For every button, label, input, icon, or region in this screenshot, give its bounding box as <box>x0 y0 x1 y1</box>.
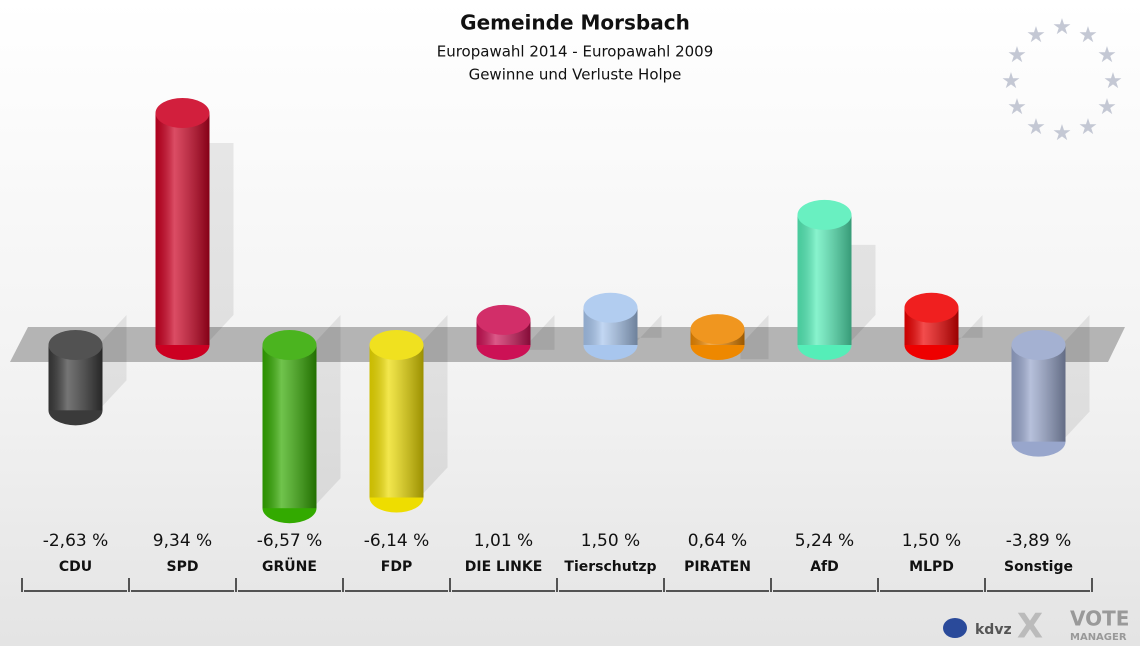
bar-shade <box>155 113 210 345</box>
x-tick-label: DIE LINKE <box>465 559 543 575</box>
value-label: -6,14 % <box>364 531 430 551</box>
logo-x: X <box>1017 607 1043 646</box>
eu-stars: ★ ★ ★ ★ ★ ★ ★ ★ ★ ★ ★ ★ <box>1001 15 1123 146</box>
svg-text:★: ★ <box>1026 23 1046 48</box>
svg-text:★: ★ <box>1097 43 1117 68</box>
bar-shade <box>1011 345 1066 442</box>
bar-top <box>155 98 210 128</box>
svg-text:★: ★ <box>1052 15 1072 40</box>
bar-shadow <box>205 143 234 345</box>
bar-shadow <box>740 315 769 360</box>
svg-text:★: ★ <box>1052 121 1072 146</box>
bar-shadow <box>526 315 555 350</box>
x-tick-label: Tierschutzp <box>564 559 656 575</box>
value-label: -6,57 % <box>257 531 323 551</box>
x-tick-label: PIRATEN <box>684 559 751 575</box>
bar-shadow <box>419 315 448 498</box>
bar-shadow <box>633 315 662 345</box>
value-label: 1,01 % <box>474 531 533 551</box>
logo: kdvz X VOTE MANAGER <box>943 607 1129 646</box>
x-tick-label: CDU <box>59 559 92 575</box>
svg-text:★: ★ <box>1097 95 1117 120</box>
value-label: 9,34 % <box>153 531 212 551</box>
svg-text:★: ★ <box>1078 23 1098 48</box>
bar-top <box>797 199 852 230</box>
x-tick-label: GRÜNE <box>262 557 317 575</box>
svg-text:★: ★ <box>1001 69 1021 94</box>
bar-top <box>904 292 959 323</box>
x-tick-label: SPD <box>167 559 199 575</box>
bar-shade <box>262 345 317 509</box>
value-label: 0,64 % <box>688 531 747 551</box>
bar-top <box>262 330 317 360</box>
chart-subtitle: Europawahl 2014 - Europawahl 2009 <box>437 43 714 61</box>
bar-top <box>690 314 745 345</box>
logo-text: VOTE <box>1070 607 1129 631</box>
x-tick-label: AfD <box>810 559 839 575</box>
value-label: 5,24 % <box>795 531 854 551</box>
value-label: 1,50 % <box>581 531 640 551</box>
bar-shade <box>797 214 852 345</box>
svg-text:★: ★ <box>1007 95 1027 120</box>
svg-text:★: ★ <box>1078 115 1098 140</box>
bar-shadow <box>847 244 876 345</box>
value-label: -3,89 % <box>1006 531 1072 551</box>
chart-subtitle: Gewinne und Verluste Holpe <box>469 66 682 84</box>
svg-text:★: ★ <box>1026 115 1046 140</box>
logo-text: MANAGER <box>1070 632 1127 643</box>
value-label: 1,50 % <box>902 531 961 551</box>
bar-top <box>369 330 424 360</box>
x-tick-label: MLPD <box>909 559 954 575</box>
bar-shadow <box>1061 315 1090 442</box>
logo-text: kdvz <box>975 622 1012 638</box>
x-tick-label: FDP <box>381 559 412 575</box>
x-tick-label: Sonstige <box>1004 559 1073 575</box>
chart-title: Gemeinde Morsbach <box>460 11 690 35</box>
svg-text:★: ★ <box>1007 43 1027 68</box>
value-label: -2,63 % <box>43 531 109 551</box>
bar-shadow <box>954 315 983 345</box>
bar-top <box>476 304 531 335</box>
bar-shadow <box>312 315 341 509</box>
bar-top <box>48 330 103 360</box>
bar-top <box>1011 330 1066 360</box>
bar-shadow <box>98 315 127 411</box>
logo-ball <box>943 618 967 638</box>
bar-top <box>583 292 638 323</box>
bar-shade <box>369 345 424 498</box>
svg-text:★: ★ <box>1103 69 1123 94</box>
